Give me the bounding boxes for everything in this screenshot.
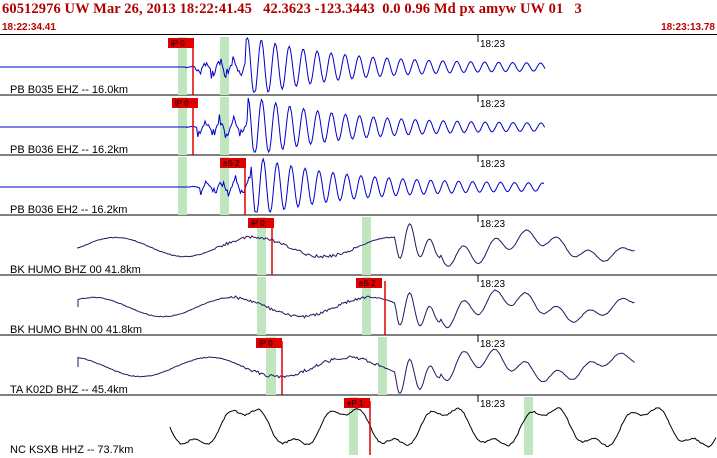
station-label: BK HUMO BHZ 00 41.8km: [10, 264, 141, 276]
trace-panel[interactable]: 18:23 iP 0 PB B035 EHZ -- 16.0km: [0, 35, 717, 96]
waveform-trace: [170, 408, 716, 448]
trace-panel[interactable]: 18:23 eS 2 PB B036 EH2 -- 16.2km: [0, 155, 717, 216]
station-label: NC KSXB HHZ -- 73.7km: [10, 444, 133, 456]
pick-label: iP 0: [175, 99, 189, 108]
time-tick-label: 18:23: [480, 99, 505, 110]
waveform-trace: [78, 290, 635, 328]
station-label: PB B036 EH2 -- 16.2km: [10, 204, 127, 216]
time-tick-label: 18:23: [480, 39, 505, 50]
pick-label: eS 2: [223, 159, 240, 168]
pick-label: eP 1: [347, 399, 364, 408]
station-label: PB B036 EHZ -- 16.2km: [10, 144, 128, 156]
time-tick-label: 18:23: [480, 159, 505, 170]
station-label: TA K02D BHZ -- 45.4km: [10, 384, 128, 396]
trace-panel[interactable]: 18:23 eP 1 NC KSXB HHZ -- 73.7km: [10, 395, 716, 456]
pick-window: [178, 157, 187, 215]
trace-panel[interactable]: 18:23 eS 2 BK HUMO BHN 00 41.8km: [0, 275, 717, 336]
pick-label: iP 0: [171, 39, 185, 48]
time-tick-label: 18:23: [480, 219, 505, 230]
pick-window: [362, 217, 371, 275]
time-tick-label: 18:23: [480, 279, 505, 290]
pick-window: [524, 397, 533, 455]
pick-label: eS 2: [359, 279, 376, 288]
time-tick-label: 18:23: [480, 339, 505, 350]
trace-panel[interactable]: 18:23 iP 0 BK HUMO BHZ 00 41.8km: [0, 215, 717, 276]
station-label: PB B035 EHZ -- 16.0km: [10, 84, 128, 96]
time-tick-label: 18:23: [480, 399, 505, 410]
pick-window: [220, 37, 229, 95]
waveform-trace: [78, 224, 635, 266]
pick-window: [220, 97, 229, 155]
trace-panel[interactable]: 18:23 iP 0 TA K02D BHZ -- 45.4km: [0, 335, 717, 396]
waveform-trace: [78, 349, 635, 393]
station-label: BK HUMO BHN 00 41.8km: [10, 324, 142, 336]
pick-label: iP 0: [251, 219, 265, 228]
pick-label: iP 0: [259, 339, 273, 348]
trace-panel[interactable]: 18:23 iP 0 PB B036 EHZ -- 16.2km: [0, 95, 717, 156]
